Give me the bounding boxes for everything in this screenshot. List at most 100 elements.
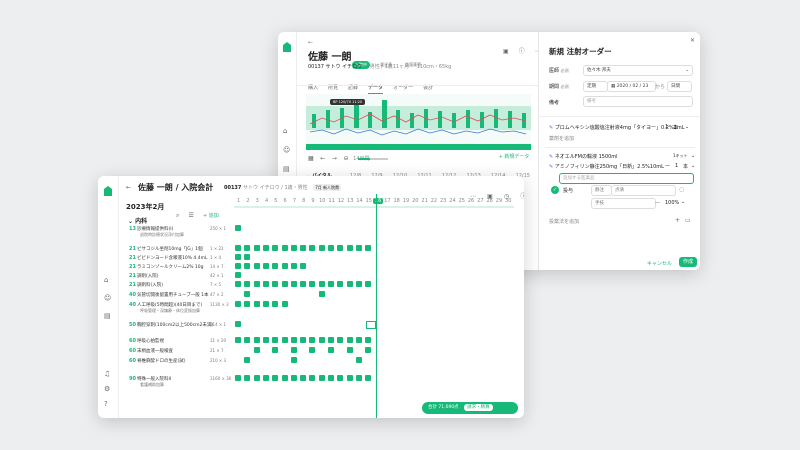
vitals-chart[interactable] bbox=[306, 94, 531, 150]
order-mark[interactable] bbox=[235, 301, 241, 307]
order-mark[interactable] bbox=[272, 263, 279, 269]
order-mark[interactable] bbox=[262, 245, 269, 251]
technique-select[interactable]: 手技 bbox=[591, 198, 656, 209]
drug-row-3[interactable]: ✎ アミノフィリン静注250mg「日新」2.5%10mL — 1 本 ⌄ bbox=[549, 163, 699, 170]
order-mark[interactable] bbox=[262, 301, 269, 307]
tab-orders[interactable]: オーダー bbox=[393, 85, 414, 91]
add-drug-link[interactable]: 薬剤を追加 bbox=[549, 136, 575, 142]
order-mark[interactable] bbox=[355, 245, 362, 251]
order-mark[interactable] bbox=[281, 337, 288, 343]
order-mark[interactable] bbox=[328, 281, 334, 287]
order-mark[interactable] bbox=[262, 263, 269, 269]
order-mark[interactable] bbox=[235, 272, 241, 278]
minus-icon[interactable]: — bbox=[655, 200, 660, 206]
rate-value[interactable]: 100% bbox=[665, 200, 680, 206]
users-icon[interactable]: ☺ bbox=[283, 146, 291, 154]
add-rp-link[interactable]: 投薬法を追加 bbox=[549, 219, 580, 225]
order-mark[interactable] bbox=[318, 337, 325, 343]
order-mark[interactable] bbox=[290, 281, 297, 287]
section-header[interactable]: ⌄ 内科 bbox=[128, 216, 147, 225]
row-label[interactable]: 脊椎麻酔ドロの生産(試) bbox=[137, 359, 186, 364]
confirm-button[interactable]: 請求・精算 bbox=[464, 404, 493, 411]
row-label[interactable]: 胸腔穿刺(100cm2以上500cm2未満) bbox=[137, 323, 214, 328]
order-mark[interactable] bbox=[290, 357, 297, 363]
order-mark[interactable] bbox=[290, 337, 297, 343]
edit-icon[interactable]: ✎ bbox=[549, 164, 554, 170]
order-mark[interactable] bbox=[244, 291, 251, 297]
tab-data[interactable]: データ bbox=[368, 84, 384, 94]
order-mark[interactable] bbox=[244, 263, 251, 269]
order-mark[interactable] bbox=[281, 245, 288, 251]
drug-qty[interactable]: 1 bbox=[675, 163, 679, 169]
folder-icon[interactable]: ▭ bbox=[685, 217, 691, 224]
route-sub-select[interactable]: 点滴 bbox=[611, 185, 676, 196]
order-mark[interactable] bbox=[300, 245, 307, 251]
order-mark[interactable] bbox=[235, 375, 241, 381]
order-mark[interactable] bbox=[309, 245, 316, 251]
row-label[interactable]: 調剤(入院) bbox=[137, 274, 159, 279]
add-icon[interactable]: + bbox=[675, 217, 681, 224]
order-mark[interactable] bbox=[244, 245, 251, 251]
tent-icon[interactable]: ⌂ bbox=[104, 276, 109, 284]
row-label[interactable]: ビビドンヨード含嗽液10% 4.4mL bbox=[137, 256, 208, 261]
order-mark[interactable] bbox=[337, 281, 344, 287]
order-mark[interactable] bbox=[300, 263, 307, 269]
order-mark[interactable] bbox=[253, 375, 260, 381]
order-mark[interactable] bbox=[272, 375, 279, 381]
remove-icon[interactable]: — bbox=[665, 163, 670, 169]
order-mark[interactable] bbox=[365, 337, 372, 343]
row-label[interactable]: 呼吸心拍監視 bbox=[137, 339, 164, 344]
history-icon[interactable]: ◷ bbox=[503, 193, 510, 200]
drug-qty[interactable]: 1キット bbox=[673, 153, 688, 158]
order-mark[interactable] bbox=[235, 263, 241, 269]
month-label[interactable]: 2023年2月 bbox=[126, 203, 165, 211]
print-icon[interactable]: ▣ bbox=[487, 193, 493, 200]
order-mark[interactable] bbox=[262, 337, 269, 343]
order-mark[interactable] bbox=[328, 337, 334, 343]
order-mark[interactable] bbox=[355, 281, 362, 287]
row-label[interactable]: 人工呼吸(5時間超)(40日目まで) bbox=[137, 303, 203, 308]
info-icon[interactable]: ⓘ bbox=[518, 48, 525, 55]
more-icon[interactable]: ⋯ bbox=[470, 193, 476, 200]
search-icon[interactable]: ⌕ bbox=[176, 212, 180, 219]
drug-row-2[interactable]: ✎ ネオエルFMの輸液 1500ml 1キット ⌄ bbox=[549, 153, 699, 160]
order-mark[interactable] bbox=[337, 245, 344, 251]
order-mark[interactable] bbox=[272, 337, 279, 343]
gear-icon[interactable]: ⚙ bbox=[104, 385, 111, 393]
order-mark[interactable] bbox=[346, 347, 353, 353]
order-mark[interactable] bbox=[318, 291, 325, 297]
order-mark[interactable] bbox=[365, 347, 372, 353]
order-mark[interactable] bbox=[328, 375, 334, 381]
remarks-input[interactable]: 備考 bbox=[583, 96, 693, 107]
order-mark[interactable] bbox=[309, 375, 316, 381]
filter-icon[interactable]: ☰ bbox=[188, 212, 194, 219]
days-field[interactable]: 日間 bbox=[667, 81, 692, 92]
order-mark[interactable] bbox=[309, 281, 316, 287]
info-icon[interactable]: ⓘ bbox=[520, 193, 524, 200]
order-mark[interactable] bbox=[328, 245, 334, 251]
row-label[interactable]: 診療情報提供料(I) bbox=[137, 227, 174, 232]
order-mark[interactable] bbox=[290, 245, 297, 251]
back-icon[interactable]: ← bbox=[126, 184, 132, 191]
order-mark[interactable] bbox=[253, 263, 260, 269]
order-mark[interactable] bbox=[328, 347, 334, 353]
order-mark[interactable] bbox=[244, 254, 251, 260]
order-mark[interactable] bbox=[272, 281, 279, 287]
row-label[interactable]: 調剤料(入院) bbox=[137, 283, 164, 288]
order-mark[interactable] bbox=[253, 301, 260, 307]
order-mark[interactable] bbox=[355, 337, 362, 343]
order-mark[interactable] bbox=[272, 301, 279, 307]
prev-icon[interactable]: ← bbox=[320, 155, 326, 162]
order-mark[interactable] bbox=[318, 245, 325, 251]
order-mark[interactable] bbox=[281, 263, 288, 269]
create-button[interactable]: 作成 bbox=[679, 257, 697, 267]
order-mark[interactable] bbox=[300, 337, 307, 343]
chevron-down-icon[interactable]: ⌄ bbox=[685, 124, 690, 130]
document-icon[interactable]: ▤ bbox=[283, 165, 290, 173]
tab-purchase[interactable]: 購入 bbox=[308, 85, 319, 91]
order-mark[interactable] bbox=[309, 347, 316, 353]
close-icon[interactable]: ✕ bbox=[689, 37, 695, 44]
order-mark[interactable] bbox=[318, 281, 325, 287]
order-mark[interactable] bbox=[337, 375, 344, 381]
help-icon[interactable]: ? bbox=[104, 400, 108, 408]
